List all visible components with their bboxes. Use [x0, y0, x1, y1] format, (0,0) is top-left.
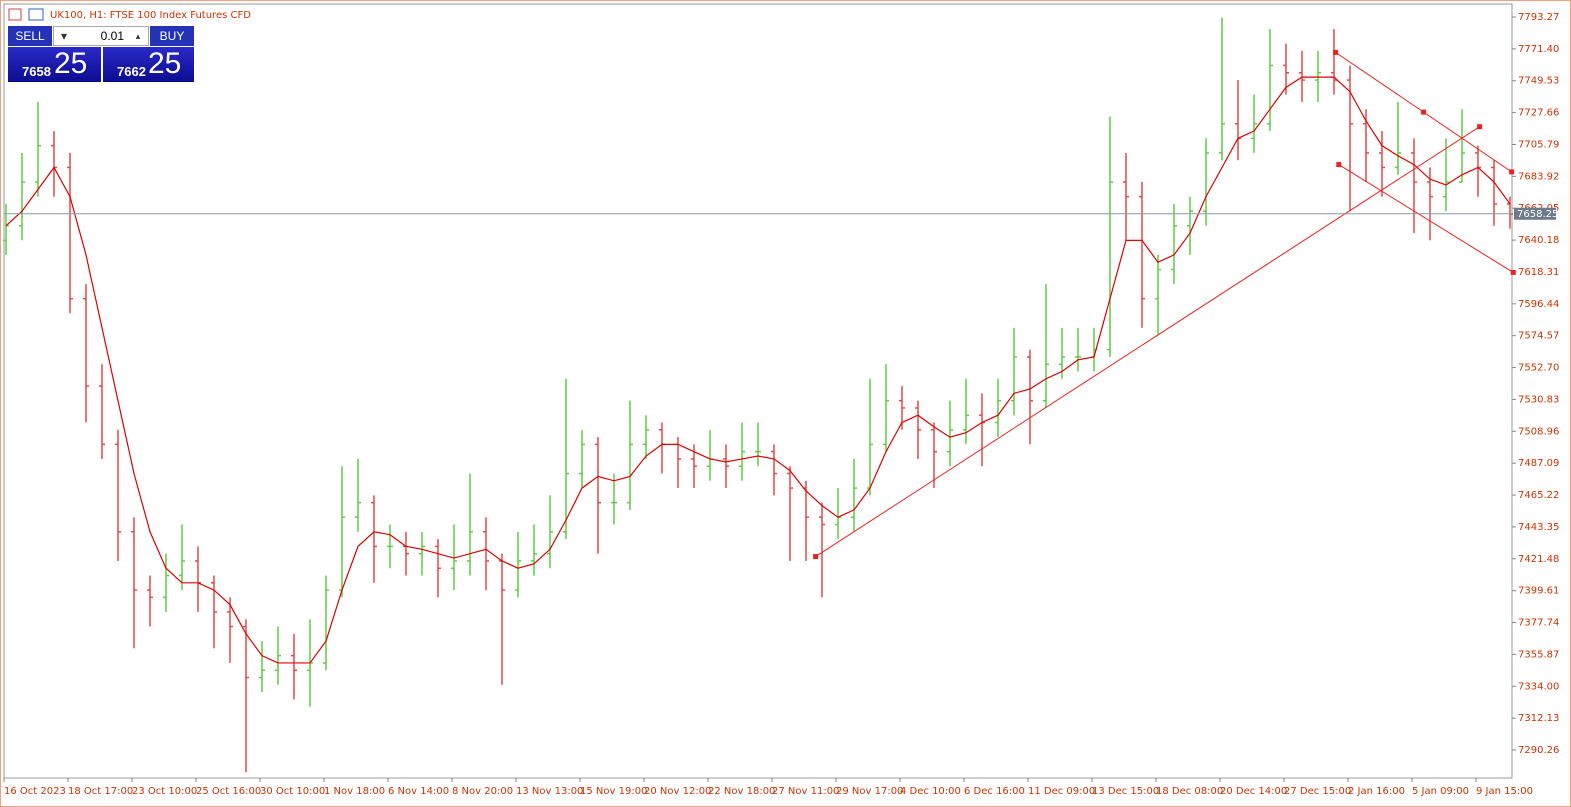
x-tick-label: 30 Oct 10:00	[260, 786, 325, 797]
trendline-anchor	[1509, 169, 1515, 175]
y-tick-label: 7312.13	[1518, 713, 1559, 724]
y-tick-label: 7574.57	[1518, 331, 1559, 342]
symbol-title: UK100, H1: FTSE 100 Index Futures CFD	[50, 10, 251, 21]
x-tick-label: 23 Oct 10:00	[132, 786, 197, 797]
x-tick-label: 18 Dec 08:00	[1156, 786, 1223, 797]
x-tick-label: 13 Nov 13:00	[516, 786, 583, 797]
x-tick-label: 1 Nov 18:00	[324, 786, 385, 797]
x-tick-label: 15 Nov 19:00	[580, 786, 647, 797]
x-tick-label: 29 Nov 17:00	[836, 786, 903, 797]
ask-big: 7662	[117, 64, 146, 79]
y-tick-label: 7705.79	[1518, 139, 1559, 150]
trendline-anchor	[813, 554, 819, 560]
plot-frame	[3, 3, 1513, 779]
y-tick-label: 7530.83	[1518, 394, 1559, 405]
x-tick-label: 27 Nov 11:00	[772, 786, 839, 797]
y-tick-label: 7421.48	[1518, 554, 1559, 565]
icon[interactable]	[8, 8, 22, 21]
x-tick-label: 22 Nov 18:00	[708, 786, 775, 797]
last-price-box	[1514, 207, 1556, 220]
x-tick-label: 27 Dec 15:00	[1284, 786, 1351, 797]
x-tick-label: 25 Oct 16:00	[196, 786, 261, 797]
y-tick-label: 7771.40	[1518, 44, 1559, 55]
trendline-anchor	[1510, 269, 1516, 275]
sell-button[interactable]: SELL	[8, 26, 52, 46]
x-tick-label: 6 Nov 14:00	[388, 786, 449, 797]
trendline	[815, 126, 1480, 557]
y-tick-label: 7290.26	[1518, 745, 1559, 756]
bid-box[interactable]: 7658 25	[8, 47, 101, 82]
x-tick-label: 4 Dec 10:00	[900, 786, 961, 797]
y-tick-label: 7683.92	[1518, 171, 1559, 182]
x-tick-label: 5 Jan 09:00	[1412, 786, 1469, 797]
trendline-anchor	[1477, 124, 1483, 130]
y-tick-label: 7727.66	[1518, 108, 1559, 119]
volume-field[interactable]: ▾ 0.01 ▴	[53, 26, 149, 46]
y-tick-label: 7508.96	[1518, 426, 1559, 437]
y-tick-label: 7465.22	[1518, 490, 1559, 501]
ask-small: 25	[148, 47, 182, 80]
bid-big: 7658	[22, 64, 51, 79]
bid-small: 25	[54, 47, 88, 80]
x-tick-label: 9 Jan 15:00	[1476, 786, 1533, 797]
ask-box[interactable]: 7662 25	[103, 47, 194, 82]
buy-button[interactable]: BUY	[150, 26, 194, 46]
x-tick-label: 16 Oct 2023	[4, 786, 66, 797]
y-tick-label: 7399.61	[1518, 586, 1559, 597]
volume-value[interactable]: 0.01	[100, 29, 124, 43]
x-tick-label: 11 Dec 09:00	[1028, 786, 1095, 797]
trendline-anchor	[1333, 49, 1339, 55]
x-tick-label: 8 Nov 20:00	[452, 786, 513, 797]
trendline-anchor	[1336, 162, 1342, 168]
y-tick-label: 7377.74	[1518, 618, 1559, 629]
trendline	[1338, 164, 1514, 273]
x-tick-label: 13 Dec 15:00	[1092, 786, 1159, 797]
x-tick-label: 18 Oct 17:00	[68, 786, 133, 797]
y-tick-label: 7443.35	[1518, 522, 1559, 533]
y-tick-label: 7487.09	[1518, 458, 1559, 469]
y-tick-label: 7355.87	[1518, 649, 1559, 660]
y-tick-label: 7749.53	[1518, 76, 1559, 87]
y-tick-label: 7334.00	[1518, 681, 1559, 692]
x-tick-label: 20 Nov 12:00	[644, 786, 711, 797]
icon[interactable]	[28, 8, 44, 21]
x-tick-label: 6 Dec 16:00	[964, 786, 1025, 797]
y-tick-label: 7596.44	[1518, 299, 1559, 310]
x-tick-label: 2 Jan 16:00	[1348, 786, 1405, 797]
up-arrow[interactable]: ▴	[135, 31, 141, 41]
x-tick-label: 20 Dec 14:00	[1220, 786, 1287, 797]
moving-average	[5, 76, 1511, 664]
last-price-label: 7658.25	[1517, 209, 1558, 220]
down-arrow[interactable]: ▾	[60, 29, 68, 43]
y-tick-label: 7793.27	[1518, 12, 1559, 23]
y-tick-label: 7552.70	[1518, 363, 1559, 374]
y-tick-label: 7640.18	[1518, 235, 1559, 246]
trendline-anchor	[1421, 109, 1427, 115]
y-tick-label: 7618.31	[1518, 267, 1559, 278]
